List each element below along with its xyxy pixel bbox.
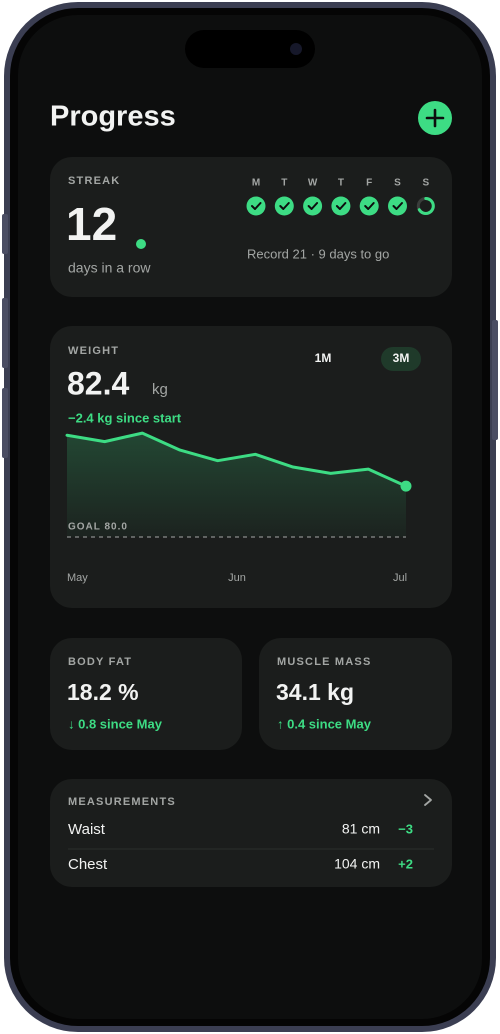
x-label: Jul — [393, 572, 407, 584]
check-icon — [307, 202, 319, 210]
day-letter: M — [252, 178, 260, 189]
side-button — [2, 214, 8, 254]
camera — [290, 43, 302, 55]
measurements-label: MEASUREMENTS — [68, 796, 176, 808]
range-option[interactable]: 1M — [315, 351, 332, 365]
side-button — [2, 298, 8, 368]
check-icon — [251, 202, 262, 210]
side-button — [2, 388, 8, 458]
weight-value: 82.4 — [67, 365, 129, 401]
day-check — [246, 196, 266, 216]
day-letter: W — [308, 178, 318, 189]
dynamic-island — [185, 30, 315, 68]
day-check — [303, 196, 323, 216]
weight-unit: kg — [152, 381, 168, 398]
x-label: Jun — [228, 572, 246, 584]
muscle-mass-label: MUSCLE MASS — [277, 656, 371, 668]
streak-record: Record 21 · 9 days to go — [247, 246, 389, 261]
day-letter: F — [366, 178, 372, 189]
weight-change: −2.4 kg since start — [68, 410, 182, 425]
weight-line — [65, 431, 408, 488]
last-point — [400, 480, 412, 492]
measurement-value: 81 cm — [342, 821, 380, 837]
day-letter: S — [422, 178, 429, 189]
body-fat-card — [50, 638, 242, 750]
add-icon[interactable] — [425, 108, 445, 128]
range-pill[interactable] — [381, 347, 421, 371]
measurement-value: 104 cm — [334, 856, 380, 872]
streak-count: 12 — [66, 198, 117, 250]
body-fat-value: 18.2 % — [67, 679, 139, 705]
day-check — [274, 196, 294, 216]
add-button[interactable] — [418, 101, 452, 135]
weight-label: WEIGHT — [68, 345, 119, 357]
muscle-mass-change: ↑ 0.4 since May — [277, 716, 372, 731]
check-icon — [335, 202, 347, 210]
goal-label: GOAL 80.0 — [68, 522, 128, 533]
page-title: Progress — [50, 101, 176, 133]
measurement-delta: +2 — [398, 856, 413, 871]
measurements-card[interactable] — [50, 779, 452, 887]
measurement-name: Chest — [68, 856, 108, 873]
range-option[interactable]: 3M — [393, 351, 410, 365]
streak-caption: days in a row — [68, 260, 151, 276]
body-fat-change: ↓ 0.8 since May — [68, 716, 163, 731]
chevron[interactable] — [424, 794, 432, 806]
measurement-delta: −3 — [398, 821, 413, 836]
streak-dot — [136, 239, 146, 249]
muscle-mass-value: 34.1 kg — [276, 679, 354, 705]
day-check — [388, 196, 407, 216]
streak-label: STREAK — [68, 175, 120, 187]
side-button — [492, 320, 498, 440]
measurement-name: Waist — [68, 821, 106, 838]
body-fat-label: BODY FAT — [68, 656, 132, 668]
streak-card — [50, 157, 452, 297]
weight-area — [67, 433, 406, 537]
day-check — [331, 196, 351, 216]
day-check — [359, 196, 379, 216]
day-letter: T — [281, 178, 287, 189]
day-letter: S — [394, 178, 401, 189]
day-progress — [417, 196, 435, 215]
muscle-mass-card — [259, 638, 452, 750]
x-label: May — [67, 572, 88, 584]
check-icon — [279, 202, 290, 210]
check-icon — [364, 202, 375, 210]
day-letter: T — [338, 178, 344, 189]
check-icon — [392, 202, 403, 210]
